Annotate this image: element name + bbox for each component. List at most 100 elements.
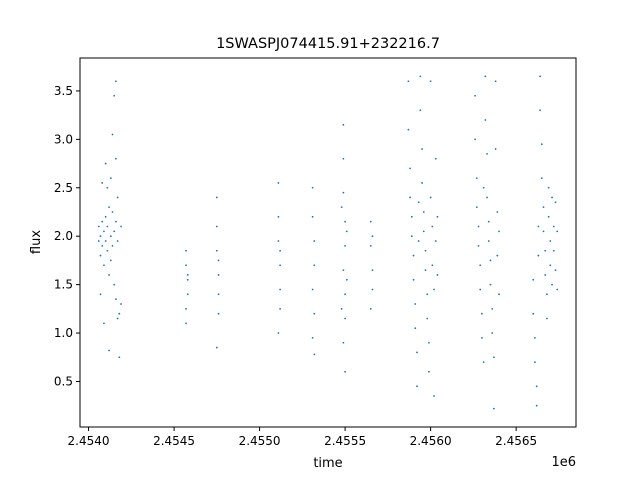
y-tick-label: 2.0 bbox=[54, 229, 73, 243]
data-point bbox=[115, 298, 117, 301]
data-point bbox=[552, 225, 555, 228]
data-point bbox=[99, 254, 102, 257]
data-point bbox=[101, 220, 104, 223]
data-point bbox=[277, 332, 280, 334]
x-tick-label: 2.4550 bbox=[239, 434, 281, 448]
data-point bbox=[422, 211, 425, 213]
data-point bbox=[215, 225, 218, 228]
data-point bbox=[215, 196, 218, 199]
data-point bbox=[106, 186, 109, 189]
data-point bbox=[494, 148, 497, 150]
data-point bbox=[434, 240, 437, 242]
data-point bbox=[416, 351, 418, 354]
data-point bbox=[101, 244, 104, 247]
data-point bbox=[104, 162, 107, 165]
data-point bbox=[551, 196, 553, 199]
data-point bbox=[109, 177, 112, 179]
y-tick-label: 1.5 bbox=[54, 278, 73, 292]
data-point bbox=[342, 341, 345, 344]
data-point bbox=[116, 196, 119, 199]
data-point bbox=[532, 312, 535, 315]
data-point bbox=[419, 75, 422, 78]
data-point bbox=[436, 215, 439, 218]
data-point bbox=[120, 303, 122, 305]
data-point bbox=[412, 254, 415, 257]
data-point bbox=[111, 244, 114, 247]
data-point bbox=[313, 240, 316, 242]
data-point bbox=[546, 293, 548, 296]
data-points bbox=[97, 75, 559, 410]
data-point bbox=[185, 307, 187, 310]
data-point bbox=[544, 274, 547, 276]
data-point bbox=[106, 225, 109, 228]
data-point bbox=[496, 254, 499, 257]
data-point bbox=[186, 293, 189, 296]
data-point bbox=[115, 157, 117, 160]
data-point bbox=[479, 264, 482, 267]
data-point bbox=[313, 353, 316, 356]
data-point bbox=[419, 109, 422, 112]
data-point bbox=[489, 259, 492, 262]
data-point bbox=[487, 220, 490, 223]
data-point bbox=[434, 157, 437, 160]
data-point bbox=[108, 206, 110, 209]
x-axis-offset-label: 1e6 bbox=[551, 455, 576, 470]
data-point bbox=[540, 177, 543, 179]
data-point bbox=[311, 288, 314, 291]
data-point bbox=[279, 249, 282, 252]
data-point bbox=[537, 225, 540, 228]
data-point bbox=[371, 288, 374, 291]
data-point bbox=[426, 293, 429, 296]
data-point bbox=[217, 293, 220, 296]
data-point bbox=[215, 346, 218, 349]
x-tick-label: 2.4545 bbox=[153, 434, 195, 448]
data-point bbox=[532, 278, 535, 281]
data-point bbox=[97, 225, 100, 228]
data-point bbox=[101, 182, 104, 184]
data-point bbox=[409, 167, 411, 170]
data-point bbox=[552, 249, 555, 252]
data-point bbox=[535, 385, 538, 388]
data-point bbox=[369, 244, 372, 247]
data-point bbox=[547, 215, 550, 218]
data-point bbox=[186, 278, 189, 281]
data-point bbox=[537, 254, 540, 257]
data-point bbox=[118, 312, 121, 315]
data-point bbox=[486, 152, 488, 155]
data-point bbox=[417, 240, 420, 242]
data-point bbox=[414, 327, 417, 330]
data-point bbox=[486, 196, 488, 199]
data-point bbox=[534, 337, 536, 339]
data-point bbox=[428, 341, 430, 344]
y-axis: 0.5 1.0 1.5 2.0 2.5 3.0 3.5 bbox=[54, 84, 80, 388]
data-point bbox=[534, 361, 536, 364]
data-point bbox=[428, 370, 430, 373]
data-point bbox=[551, 283, 553, 286]
data-point bbox=[554, 201, 557, 204]
data-point bbox=[279, 307, 282, 310]
data-point bbox=[344, 370, 346, 373]
data-point bbox=[481, 337, 483, 339]
data-point bbox=[113, 94, 116, 97]
data-point bbox=[111, 211, 114, 213]
data-point bbox=[498, 293, 500, 296]
data-point bbox=[479, 288, 482, 291]
data-point bbox=[344, 244, 346, 247]
x-tick-label: 2.4540 bbox=[68, 434, 110, 448]
data-point bbox=[215, 249, 218, 252]
data-point bbox=[540, 143, 543, 146]
data-point bbox=[481, 312, 483, 315]
data-point bbox=[424, 249, 427, 252]
data-point bbox=[217, 312, 220, 315]
data-point bbox=[116, 317, 119, 320]
data-point bbox=[108, 274, 110, 276]
data-point bbox=[535, 404, 538, 407]
y-axis-label: flux bbox=[29, 230, 44, 254]
data-point bbox=[108, 349, 110, 352]
data-point bbox=[484, 119, 487, 121]
data-point bbox=[185, 249, 187, 252]
data-point bbox=[345, 230, 348, 233]
data-point bbox=[542, 230, 545, 233]
data-point bbox=[556, 288, 559, 291]
data-point bbox=[342, 191, 345, 194]
